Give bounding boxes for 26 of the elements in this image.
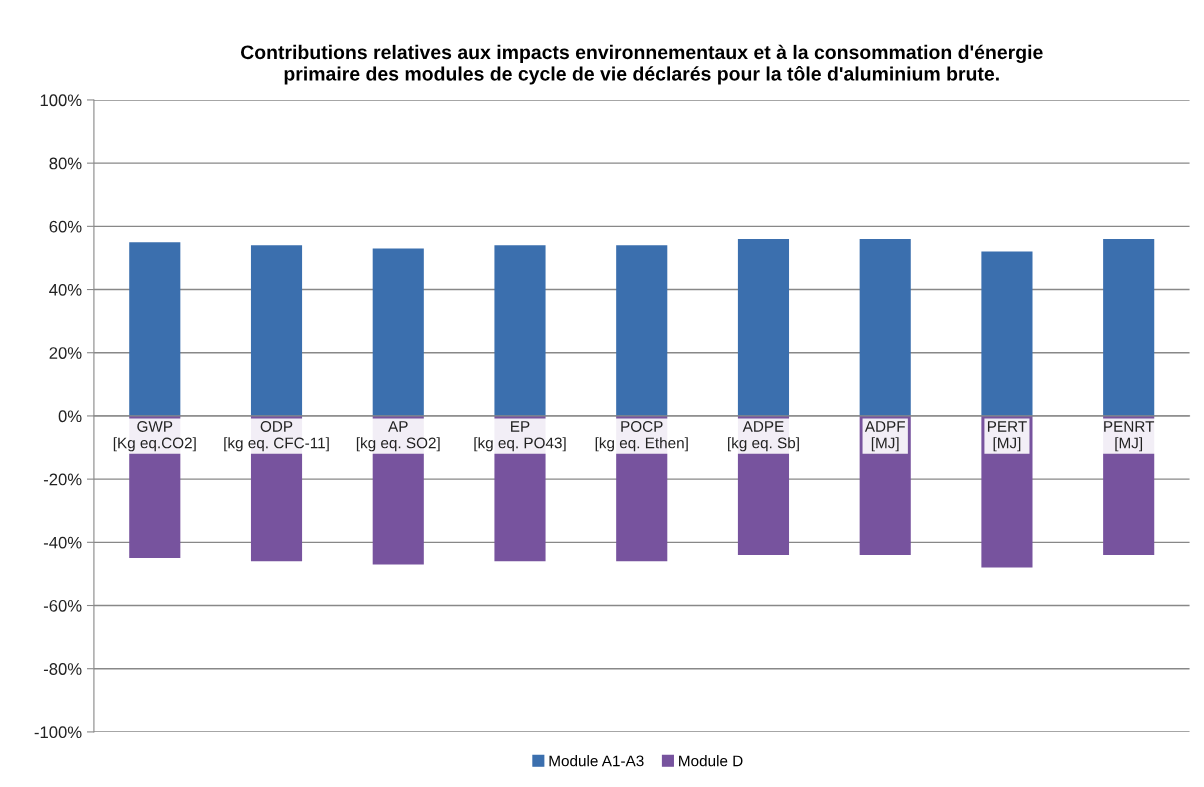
y-tick-label: -20% — [43, 473, 82, 486]
x-tick-label: GWP [Kg eq.CO2] — [113, 421, 196, 452]
y-tick-label: -80% — [43, 663, 82, 675]
x-tick-label: ADPF [MJ] — [864, 421, 905, 452]
bar — [1103, 238, 1155, 416]
bar — [981, 251, 1033, 416]
y-tick-label: -60% — [43, 599, 82, 612]
x-tick-label: PERT [MJ] — [987, 421, 1027, 452]
y-tick-label: -100% — [34, 726, 82, 739]
chart-title: Contributions relatives aux impacts environnementaux et à la consommation d'énergie primaire des modules de cycle de vie déclarés pour la tôle d'aluminium brute. — [241, 44, 1043, 85]
legend-label: Module D — [679, 755, 743, 767]
x-tick-label: ODP [kg eq. CFC-11] — [224, 421, 329, 452]
y-tick-label: 0% — [58, 410, 82, 423]
x-tick-label: PENRT [MJ] — [1104, 421, 1155, 452]
x-tick-label: ADPE [kg eq. Sb] — [728, 421, 799, 452]
x-tick-label: EP [kg eq. PO43] — [474, 421, 566, 452]
y-tick-label: 80% — [49, 157, 82, 170]
y-tick-label: 20% — [49, 347, 82, 359]
y-tick-label: 100% — [40, 94, 82, 107]
x-tick-label: POCP [kg eq. Ethen] — [595, 421, 688, 452]
y-tick-label: -40% — [43, 536, 82, 549]
x-tick-label: AP [kg eq. SO2] — [356, 421, 440, 452]
y-tick-label: 60% — [49, 220, 82, 233]
bar — [859, 238, 911, 416]
y-tick-label: 40% — [49, 283, 82, 296]
legend-label: Module A1-A3 — [549, 755, 644, 767]
